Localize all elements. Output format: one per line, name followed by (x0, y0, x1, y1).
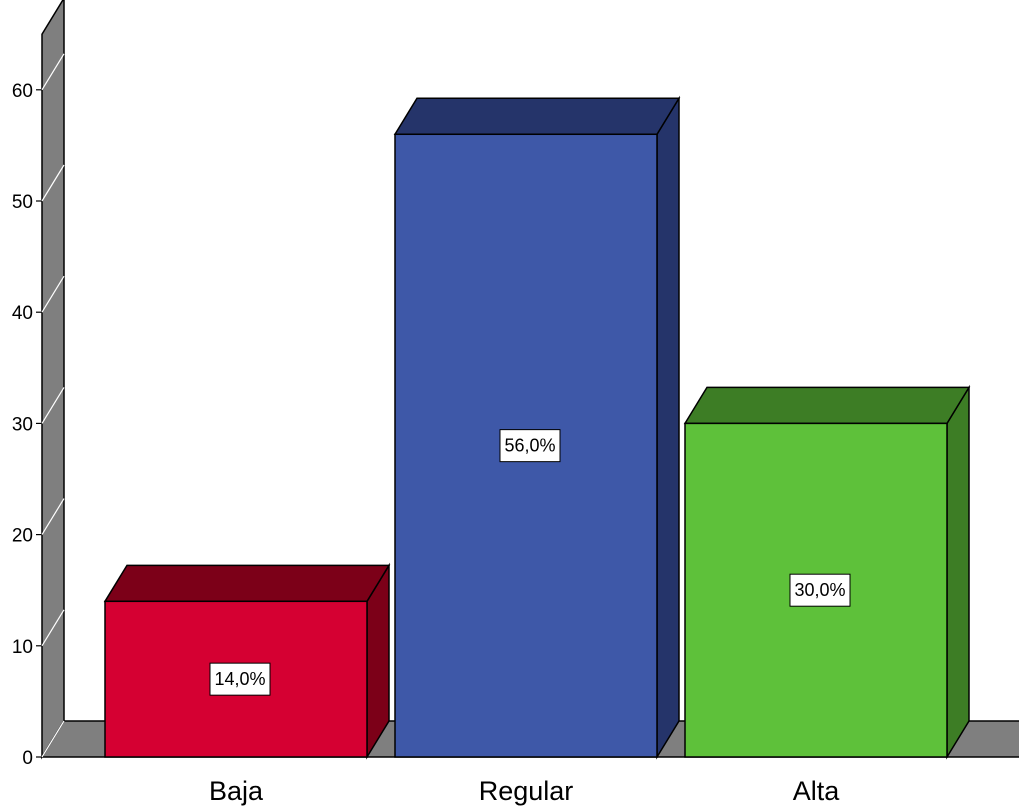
bar-top (103, 564, 391, 603)
data-label: 56,0% (504, 436, 555, 456)
y-tick-label: 0 (22, 748, 33, 769)
bar-alta: 30,0% (683, 384, 971, 760)
y-tick-label: 30 (12, 414, 33, 435)
y-wall-tick (41, 609, 65, 647)
y-wall-tick (41, 53, 65, 91)
bar-baja: 14,0% (103, 562, 391, 760)
left-wall (41, 0, 65, 760)
x-category-label: Alta (793, 776, 841, 806)
x-category-label: Regular (479, 776, 574, 806)
y-tick-label: 10 (12, 637, 33, 658)
y-axis: 0 10 20 30 40 50 60 (12, 53, 65, 769)
data-label-box (499, 429, 561, 463)
data-label-box (789, 573, 851, 607)
bar-top (683, 386, 971, 425)
y-wall-tick (41, 387, 65, 424)
y-wall-tick (41, 275, 65, 313)
bar-top (393, 97, 681, 136)
data-label-box (209, 662, 271, 696)
y-tick-label: 50 (12, 192, 33, 213)
bar-regular: 56,0% (393, 95, 681, 760)
y-tick-label: 20 (12, 526, 33, 547)
bars: 14,0% 56,0% 30,0% (103, 95, 971, 760)
y-wall-tick (41, 720, 65, 758)
y-wall-tick (41, 164, 65, 202)
x-axis: Baja Regular Alta (209, 776, 840, 806)
y-tick-label: 40 (12, 303, 33, 324)
y-wall-tick (41, 498, 65, 535)
data-label: 30,0% (794, 580, 845, 600)
bar-side (656, 95, 680, 760)
data-label: 14,0% (214, 669, 265, 689)
bar-side (946, 384, 970, 760)
y-tick-label: 60 (12, 81, 33, 102)
x-category-label: Baja (209, 776, 264, 806)
